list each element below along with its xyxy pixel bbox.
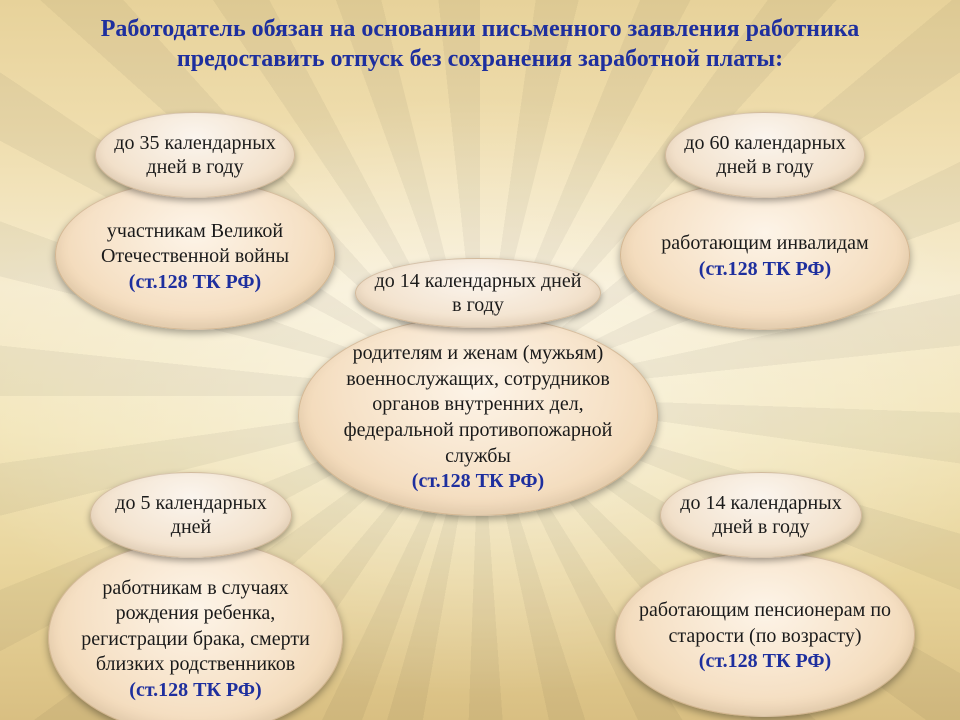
bubble-body: работникам в случаях рождения ребенка, р… [48,540,343,720]
slide-canvas: Работодатель обязан на основании письмен… [0,0,960,720]
bubble-text: родителям и женам (мужьям) военнослужащи… [321,341,635,495]
bubble-pill: до 35 календарных дней в году [95,112,295,198]
bubble-text: работникам в случаях рождения ребенка, р… [71,576,320,704]
bubble-pill: до 14 календарных дней в году [355,258,601,328]
bubble-text: участникам Великой Отечественной войны(с… [78,219,312,296]
bubble-text: работающим инвалидам(ст.128 ТК РФ) [661,231,868,282]
bubble-pill: до 14 календарных дней в году [660,472,862,558]
bubble-pill: до 60 календарных дней в году [665,112,865,198]
bubble-body: участникам Великой Отечественной войны(с… [55,180,335,330]
slide-title: Работодатель обязан на основании письмен… [0,14,960,74]
bubble-body: работающим пенсионерам по старости (по в… [615,552,915,717]
bubble-body: работающим инвалидам(ст.128 ТК РФ) [620,180,910,330]
bubble-text: работающим пенсионерам по старости (по в… [638,598,892,675]
bubble-pill: до 5 календарных дней [90,472,292,558]
bubble-body: родителям и женам (мужьям) военнослужащи… [298,316,658,516]
